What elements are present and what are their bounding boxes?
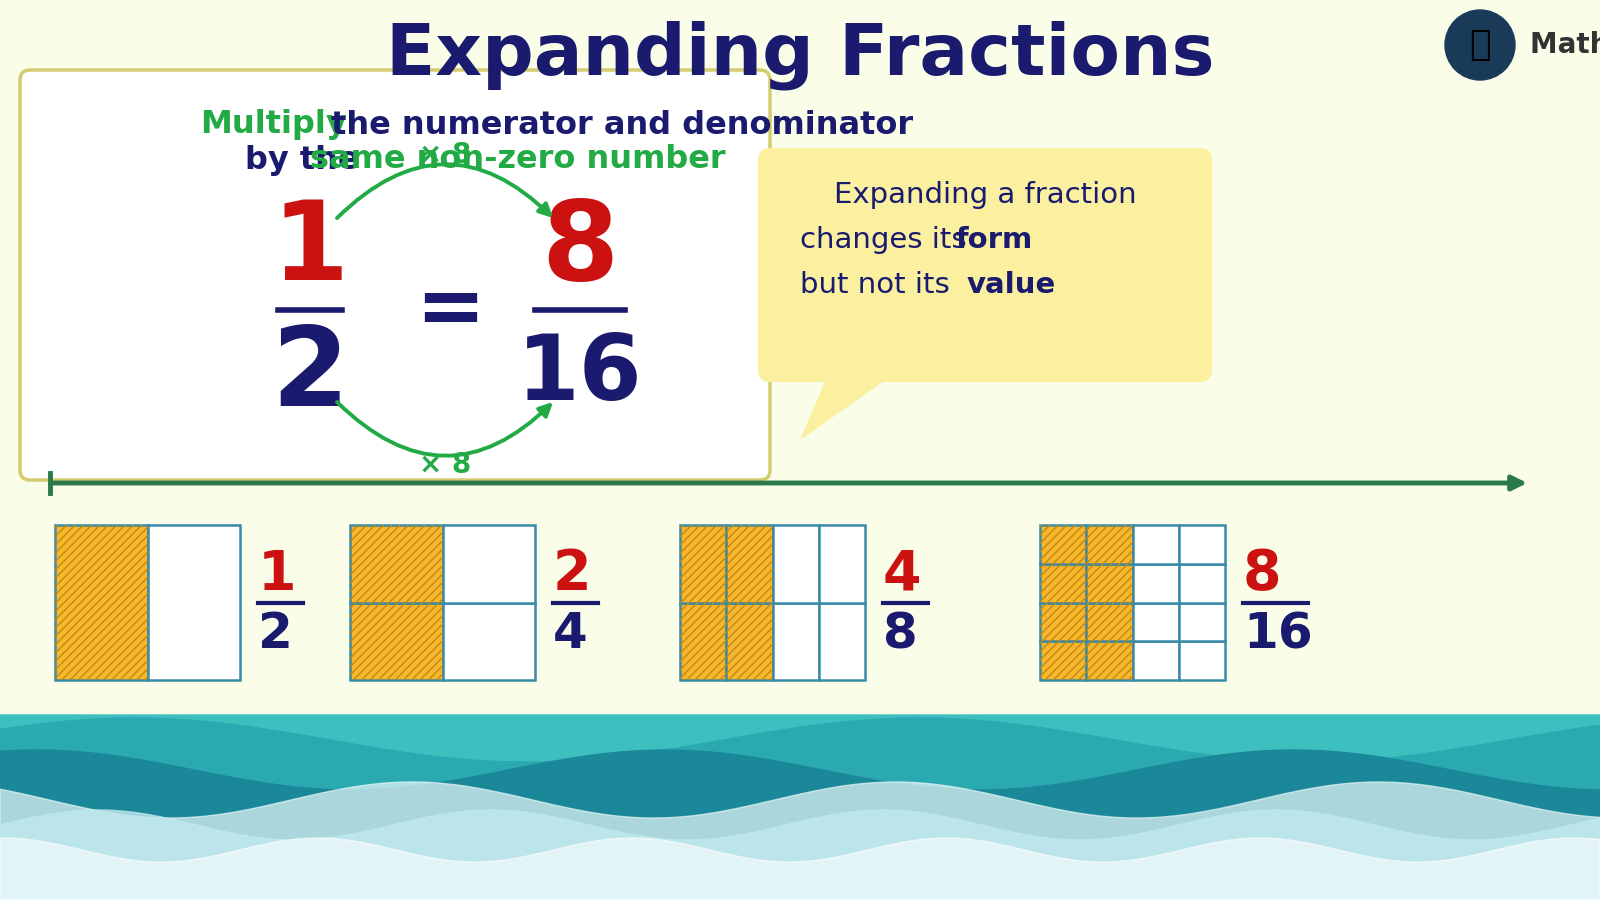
Text: 1: 1 xyxy=(258,547,296,601)
Bar xyxy=(819,525,866,602)
Text: 1: 1 xyxy=(272,196,349,303)
Bar xyxy=(1040,563,1086,602)
Bar xyxy=(443,602,534,680)
Text: 8: 8 xyxy=(883,610,918,659)
Bar xyxy=(1086,641,1133,680)
Bar xyxy=(1040,602,1086,641)
Bar xyxy=(680,602,726,680)
Text: 🦊: 🦊 xyxy=(1469,28,1491,62)
Bar xyxy=(1040,641,1086,680)
Text: 4: 4 xyxy=(554,610,587,659)
Bar xyxy=(1086,641,1133,680)
Bar xyxy=(1133,563,1179,602)
Bar xyxy=(726,602,773,680)
Bar xyxy=(1040,641,1086,680)
Bar xyxy=(773,602,819,680)
Text: 2: 2 xyxy=(258,610,293,659)
Bar xyxy=(1040,602,1086,641)
Text: Multiply: Multiply xyxy=(200,110,347,140)
Bar xyxy=(1086,525,1133,563)
Bar xyxy=(350,602,443,680)
Bar xyxy=(350,525,443,602)
Text: 16: 16 xyxy=(517,331,643,419)
Bar xyxy=(773,525,819,602)
Bar xyxy=(54,525,147,680)
Bar xyxy=(680,602,726,680)
Text: × 8: × 8 xyxy=(419,141,470,169)
Bar xyxy=(726,525,773,602)
Bar xyxy=(1133,525,1179,563)
Text: value: value xyxy=(966,271,1056,299)
Bar xyxy=(1086,525,1133,563)
Text: 2: 2 xyxy=(554,547,592,601)
Text: form: form xyxy=(955,226,1032,254)
Bar xyxy=(726,525,773,602)
Bar xyxy=(1040,525,1086,563)
Bar xyxy=(1179,641,1226,680)
Bar xyxy=(1086,602,1133,641)
Circle shape xyxy=(1445,10,1515,80)
Text: Maths Angel: Maths Angel xyxy=(1530,31,1600,59)
Text: 4: 4 xyxy=(883,547,922,601)
Text: same non-zero number: same non-zero number xyxy=(310,145,726,176)
Polygon shape xyxy=(800,370,899,440)
Bar xyxy=(1133,602,1179,641)
Bar xyxy=(1040,525,1086,563)
Bar xyxy=(350,525,443,602)
Text: =: = xyxy=(414,269,485,350)
Bar xyxy=(443,525,534,602)
Text: Expanding Fractions: Expanding Fractions xyxy=(386,20,1214,90)
Bar xyxy=(680,525,726,602)
FancyBboxPatch shape xyxy=(758,148,1213,382)
Bar xyxy=(1040,563,1086,602)
Bar xyxy=(1179,525,1226,563)
Bar xyxy=(350,602,443,680)
Text: 8: 8 xyxy=(1243,547,1282,601)
Bar xyxy=(819,602,866,680)
Bar xyxy=(54,525,147,680)
FancyBboxPatch shape xyxy=(19,70,770,480)
Text: 16: 16 xyxy=(1243,610,1312,659)
Bar xyxy=(1086,563,1133,602)
Bar xyxy=(1086,563,1133,602)
Text: but not its: but not its xyxy=(800,271,958,299)
Text: by the: by the xyxy=(245,145,371,176)
Bar xyxy=(147,525,240,680)
FancyArrowPatch shape xyxy=(338,164,550,218)
Text: the numerator and denominator: the numerator and denominator xyxy=(320,110,914,140)
Text: 2: 2 xyxy=(272,321,349,428)
Bar xyxy=(680,525,726,602)
Text: 8: 8 xyxy=(541,196,619,303)
Bar xyxy=(1086,602,1133,641)
Text: × 8: × 8 xyxy=(419,451,470,479)
Bar xyxy=(726,602,773,680)
Bar xyxy=(1179,563,1226,602)
Bar xyxy=(1133,641,1179,680)
Text: Expanding a fraction: Expanding a fraction xyxy=(834,181,1136,209)
FancyArrowPatch shape xyxy=(338,402,550,455)
Bar xyxy=(1179,602,1226,641)
Text: changes its: changes its xyxy=(800,226,976,254)
